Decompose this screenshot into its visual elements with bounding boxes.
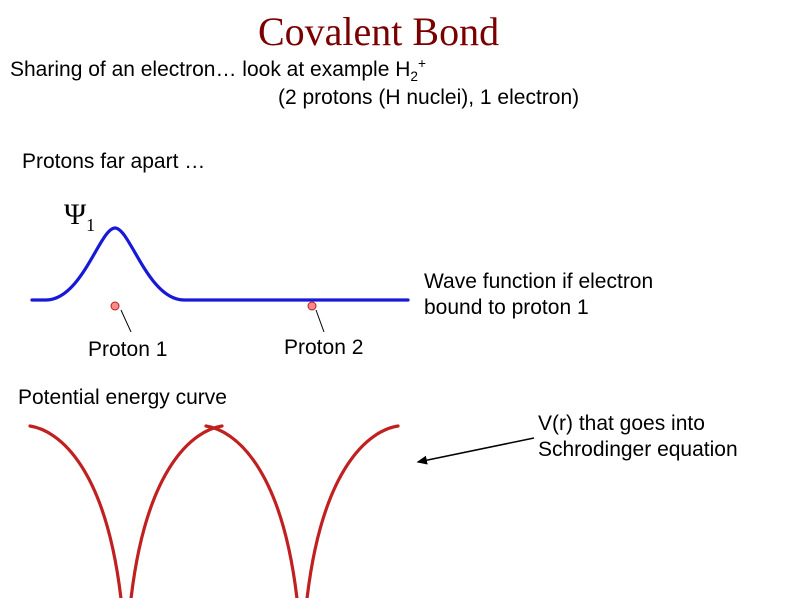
page-title: Covalent Bond [258, 8, 499, 55]
proton1-dot [111, 302, 119, 310]
wave-function-plot [30, 222, 410, 332]
proton1-pointer [121, 310, 131, 332]
arrow-to-potential [412, 432, 542, 472]
vr-line1: V(r) that goes into [538, 411, 738, 437]
system-detail: (2 protons (H nuclei), 1 electron) [278, 86, 579, 110]
sharing-text: Sharing of an electron… look at example … [10, 56, 426, 84]
potential-energy-plot [22, 418, 402, 598]
sharing-sub: 2 [410, 69, 418, 84]
potential-well-1 [30, 426, 222, 598]
proton2-label: Proton 2 [284, 336, 363, 360]
sharing-sup: + [418, 56, 426, 71]
wave-caption-line2: bound to proton 1 [424, 295, 653, 321]
protons-apart-text: Protons far apart … [22, 150, 205, 174]
wave-caption-line1: Wave function if electron [424, 269, 653, 295]
sharing-pre: Sharing of an electron… look at example … [10, 58, 410, 81]
potential-well-2 [206, 426, 398, 598]
proton1-label: Proton 1 [88, 338, 167, 362]
vr-line2: Schrodinger equation [538, 437, 738, 463]
wavefunction-curve [32, 228, 408, 300]
wave-caption: Wave function if electron bound to proto… [424, 269, 653, 322]
potential-energy-label: Potential energy curve [18, 386, 227, 410]
vr-caption: V(r) that goes into Schrodinger equation [538, 411, 738, 464]
proton2-dot [308, 302, 316, 310]
proton2-pointer [316, 310, 324, 332]
